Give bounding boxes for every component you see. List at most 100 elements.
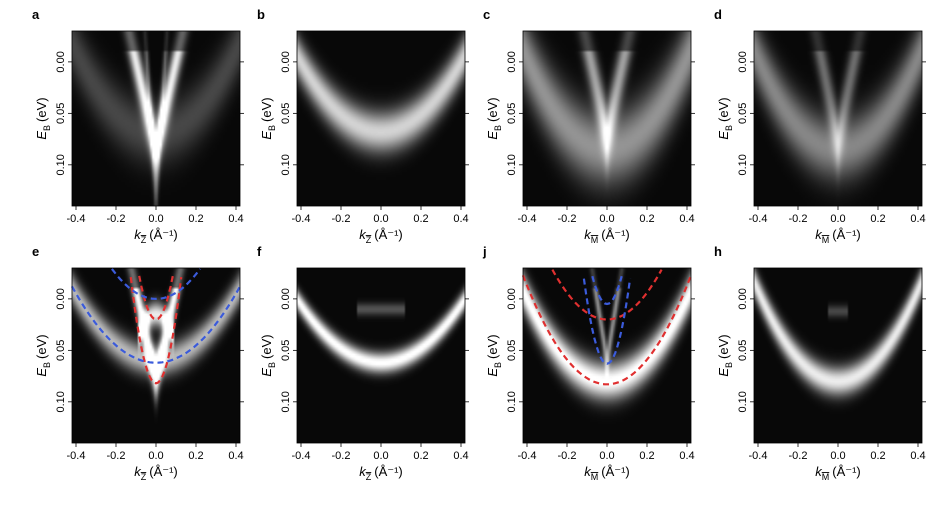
x-tick-label-e-0: -0.4 (67, 450, 86, 462)
x-tick-label-a-0: -0.4 (67, 213, 86, 225)
heatmap-a (72, 31, 240, 206)
fit-curve-e-3 (111, 268, 201, 301)
x-tick-label-c-4: 0.4 (679, 213, 694, 225)
x-axis-label-f: kZ (Å⁻¹) (359, 464, 403, 482)
y-axis-label-c: EB(eV) (485, 97, 503, 139)
y-axis-label-d: EB(eV) (716, 97, 734, 139)
y-tick-label-j-0: 0.00 (506, 288, 518, 309)
x-axis-label-j: kM (Å⁻¹) (584, 464, 630, 482)
y-tick-label-e-2: 0.10 (55, 391, 67, 412)
x-tick-label-b-0: -0.4 (292, 213, 311, 225)
x-tick-label-d-2: 0.0 (830, 213, 845, 225)
x-axis-label-a: kZ (Å⁻¹) (134, 227, 178, 245)
y-axis-label-j: EB(eV) (485, 334, 503, 376)
y-tick-label-a-0: 0.00 (55, 51, 67, 72)
y-tick-label-e-0: 0.00 (55, 288, 67, 309)
y-tick-label-d-0: 0.00 (737, 51, 749, 72)
y-tick-label-b-0: 0.00 (280, 51, 292, 72)
x-tick-label-d-4: 0.4 (910, 213, 925, 225)
panel-letter-d: d (714, 7, 722, 22)
y-tick-label-f-2: 0.10 (280, 391, 292, 412)
y-tick-label-c-2: 0.10 (506, 154, 518, 175)
x-tick-label-e-3: 0.2 (188, 450, 203, 462)
panel-c: c -0.4 -0.2 0.0 0.2 0.4 0.00 0.05 0.10 kM (Å⁻¹) EB(… (483, 7, 695, 245)
x-tick-label-c-1: -0.2 (558, 213, 577, 225)
x-tick-label-e-2: 0.0 (148, 450, 163, 462)
heatmap-e (72, 268, 240, 443)
fit-curve-e-0 (129, 276, 183, 385)
y-tick-label-d-2: 0.10 (737, 154, 749, 175)
panel-a: a -0.4 -0.2 0.0 0.2 0.4 0.00 0.05 0.10 kZ (Å⁻¹) EB(… (32, 7, 244, 245)
x-tick-label-f-2: 0.0 (373, 450, 388, 462)
x-tick-label-d-3: 0.2 (870, 213, 885, 225)
panel-letter-j: j (482, 244, 487, 259)
x-tick-label-c-3: 0.2 (639, 213, 654, 225)
x-tick-label-j-2: 0.0 (599, 450, 614, 462)
fit-curve-e-2 (71, 285, 241, 364)
x-tick-label-h-0: -0.4 (749, 450, 768, 462)
y-tick-label-c-0: 0.00 (506, 51, 518, 72)
x-tick-label-j-0: -0.4 (518, 450, 537, 462)
panel-letter-b: b (257, 7, 265, 22)
x-tick-label-h-2: 0.0 (830, 450, 845, 462)
y-tick-label-h-2: 0.10 (737, 391, 749, 412)
y-tick-label-j-1: 0.05 (506, 340, 518, 361)
x-tick-label-h-3: 0.2 (870, 450, 885, 462)
fit-curve-j-1 (551, 269, 663, 321)
x-tick-label-a-4: 0.4 (228, 213, 243, 225)
heatmap-c (523, 31, 691, 206)
x-tick-label-a-3: 0.2 (188, 213, 203, 225)
fit-curve-j-0 (521, 275, 693, 386)
y-tick-label-b-2: 0.10 (280, 154, 292, 175)
x-tick-label-b-2: 0.0 (373, 213, 388, 225)
x-tick-label-d-1: -0.2 (789, 213, 808, 225)
x-tick-label-f-0: -0.4 (292, 450, 311, 462)
x-tick-label-b-4: 0.4 (453, 213, 468, 225)
y-tick-label-d-1: 0.05 (737, 103, 749, 124)
x-tick-label-j-4: 0.4 (679, 450, 694, 462)
panel-letter-e: e (32, 244, 39, 259)
panel-d: d -0.4 -0.2 0.0 0.2 0.4 0.00 0.05 0.10 kM (Å⁻¹) EB(… (714, 7, 926, 245)
x-tick-label-j-3: 0.2 (639, 450, 654, 462)
y-tick-label-f-0: 0.00 (280, 288, 292, 309)
x-axis-label-c: kM (Å⁻¹) (584, 227, 630, 245)
panel-e: e -0.4 -0.2 0.0 0.2 0.4 0.00 0.05 0.10 kZ (Å⁻¹) EB(… (32, 244, 244, 482)
x-tick-label-e-4: 0.4 (228, 450, 243, 462)
x-tick-label-c-0: -0.4 (518, 213, 537, 225)
y-tick-label-h-1: 0.05 (737, 340, 749, 361)
x-tick-label-e-1: -0.2 (107, 450, 126, 462)
x-tick-label-j-1: -0.2 (558, 450, 577, 462)
panel-b: b -0.4 -0.2 0.0 0.2 0.4 0.00 0.05 0.10 kZ (Å⁻¹) EB(… (257, 7, 469, 245)
fit-curve-e-1 (138, 275, 174, 321)
y-tick-label-c-1: 0.05 (506, 103, 518, 124)
x-axis-label-e: kZ (Å⁻¹) (134, 464, 178, 482)
x-tick-label-a-2: 0.0 (148, 213, 163, 225)
fit-curve-j-3 (591, 275, 623, 306)
y-axis-label-f: EB(eV) (259, 334, 277, 376)
panel-f: f -0.4 -0.2 0.0 0.2 0.4 0.00 0.05 0.10 kZ (Å⁻¹) EB(… (257, 244, 469, 482)
x-tick-label-b-3: 0.2 (413, 213, 428, 225)
y-tick-label-f-1: 0.05 (280, 340, 292, 361)
panel-letter-f: f (257, 244, 262, 259)
x-axis-label-b: kZ (Å⁻¹) (359, 227, 403, 245)
y-tick-label-a-2: 0.10 (55, 154, 67, 175)
x-tick-label-h-1: -0.2 (789, 450, 808, 462)
y-tick-label-e-1: 0.05 (55, 340, 67, 361)
x-tick-label-a-1: -0.2 (107, 213, 126, 225)
x-tick-label-c-2: 0.0 (599, 213, 614, 225)
x-axis-label-d: kM (Å⁻¹) (815, 227, 861, 245)
y-axis-label-a: EB(eV) (34, 97, 52, 139)
panel-letter-h: h (714, 244, 722, 259)
y-axis-label-b: EB(eV) (259, 97, 277, 139)
panel-j: j -0.4 -0.2 0.0 0.2 0.4 0.00 0.05 0.10 kM (Å⁻¹) EB(… (482, 244, 695, 482)
panel-letter-a: a (32, 7, 40, 22)
y-tick-label-a-1: 0.05 (55, 103, 67, 124)
x-tick-label-d-0: -0.4 (749, 213, 768, 225)
x-tick-label-b-1: -0.2 (332, 213, 351, 225)
y-tick-label-h-0: 0.00 (737, 288, 749, 309)
heatmap-b (297, 31, 465, 206)
heatmap-f (297, 268, 465, 443)
x-tick-label-h-4: 0.4 (910, 450, 925, 462)
heatmap-h (754, 268, 922, 443)
